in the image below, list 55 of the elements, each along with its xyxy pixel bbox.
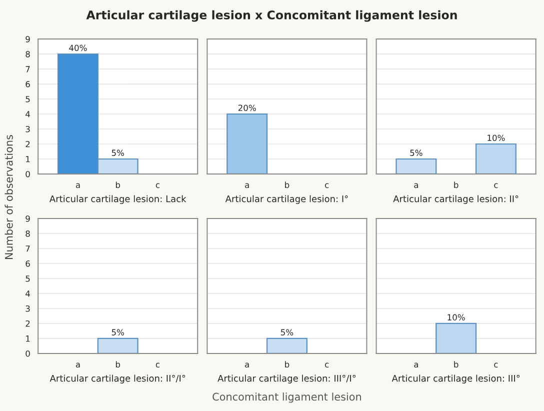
y-tick-label: 3 xyxy=(26,305,30,312)
y-tick-label: 0 xyxy=(26,350,30,357)
y-tick-label: 5 xyxy=(26,276,30,282)
x-axis-title: Articular cartilage lesion: III°/I° xyxy=(218,374,356,384)
x-tick-label: a xyxy=(414,183,418,188)
x-axis-title: Articular cartilage lesion: I° xyxy=(225,195,348,204)
x-tick-label: b xyxy=(454,182,458,188)
annotation: 10% xyxy=(448,314,465,320)
x-tick-label: c xyxy=(325,183,329,188)
x-tick-label: b xyxy=(116,182,120,188)
y-tick-label: 0 xyxy=(26,170,30,178)
text: Concomitant ligament lesion xyxy=(212,392,361,403)
x-tick-label: c xyxy=(156,183,160,188)
y-tick-label: 9 xyxy=(26,36,30,42)
annotation: 5% xyxy=(280,329,294,336)
x-tick-label: c xyxy=(325,362,329,368)
annotation: 5% xyxy=(410,150,422,156)
x-tick-label: b xyxy=(285,361,290,368)
y-tick-label: 7 xyxy=(26,246,30,252)
x-tick-label: a xyxy=(245,362,249,368)
annotation: 20% xyxy=(238,104,256,112)
annotation: 10% xyxy=(488,134,505,141)
x-tick-label: a xyxy=(245,183,249,188)
x-axis-title: Articular cartilage lesion: Lack xyxy=(49,195,186,204)
y-axis-title: Number of observations xyxy=(4,135,13,260)
annotation: 40% xyxy=(69,44,87,52)
x-tick-label: b xyxy=(116,361,120,368)
x-tick-label: a xyxy=(76,183,80,188)
x-tick-label: c xyxy=(156,362,160,368)
y-tick-label: 8 xyxy=(26,230,30,237)
text: Articular cartilage lesion x Concomitant ligament lesion xyxy=(86,10,457,22)
y-tick-label: 6 xyxy=(26,260,30,267)
x-tick-label: a xyxy=(414,362,418,368)
x-tick-label: b xyxy=(454,361,458,368)
y-tick-label: 7 xyxy=(26,66,30,72)
y-tick-label: 3 xyxy=(26,126,30,132)
x-tick-label: c xyxy=(494,362,498,368)
y-tick-label: 4 xyxy=(26,111,30,118)
y-tick-label: 4 xyxy=(26,290,30,297)
y-tick-label: 2 xyxy=(26,140,30,148)
y-tick-label: 8 xyxy=(26,51,30,58)
y-tick-label: 1 xyxy=(26,156,30,162)
x-tick-label: b xyxy=(285,182,290,188)
annotation: 5% xyxy=(112,150,124,156)
y-tick-label: 2 xyxy=(26,320,30,327)
x-tick-label: c xyxy=(494,183,498,188)
y-tick-label: 6 xyxy=(26,81,30,88)
x-axis-title: Articular cartilage lesion: II°/I° xyxy=(50,374,186,384)
x-axis-title: Articular cartilage lesion: II° xyxy=(393,195,518,204)
annotation: 5% xyxy=(112,329,124,336)
x-axis-title: Articular cartilage lesion: III° xyxy=(392,374,520,384)
y-tick-label: 9 xyxy=(26,216,30,222)
y-tick-label: 5 xyxy=(26,96,30,102)
x-tick-label: a xyxy=(76,362,80,368)
y-tick-label: 1 xyxy=(26,336,30,342)
